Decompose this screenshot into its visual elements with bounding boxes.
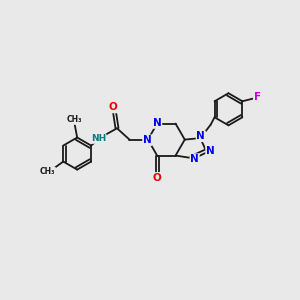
Text: CH₃: CH₃	[40, 167, 55, 176]
Text: CH₃: CH₃	[67, 115, 83, 124]
Text: N: N	[206, 146, 215, 156]
Text: NH: NH	[91, 134, 106, 143]
Text: N: N	[153, 118, 161, 128]
Text: N: N	[143, 135, 152, 145]
Text: F: F	[254, 92, 261, 102]
Text: N: N	[196, 131, 205, 141]
Text: N: N	[190, 154, 199, 164]
Text: O: O	[109, 103, 118, 112]
Text: O: O	[153, 173, 161, 183]
